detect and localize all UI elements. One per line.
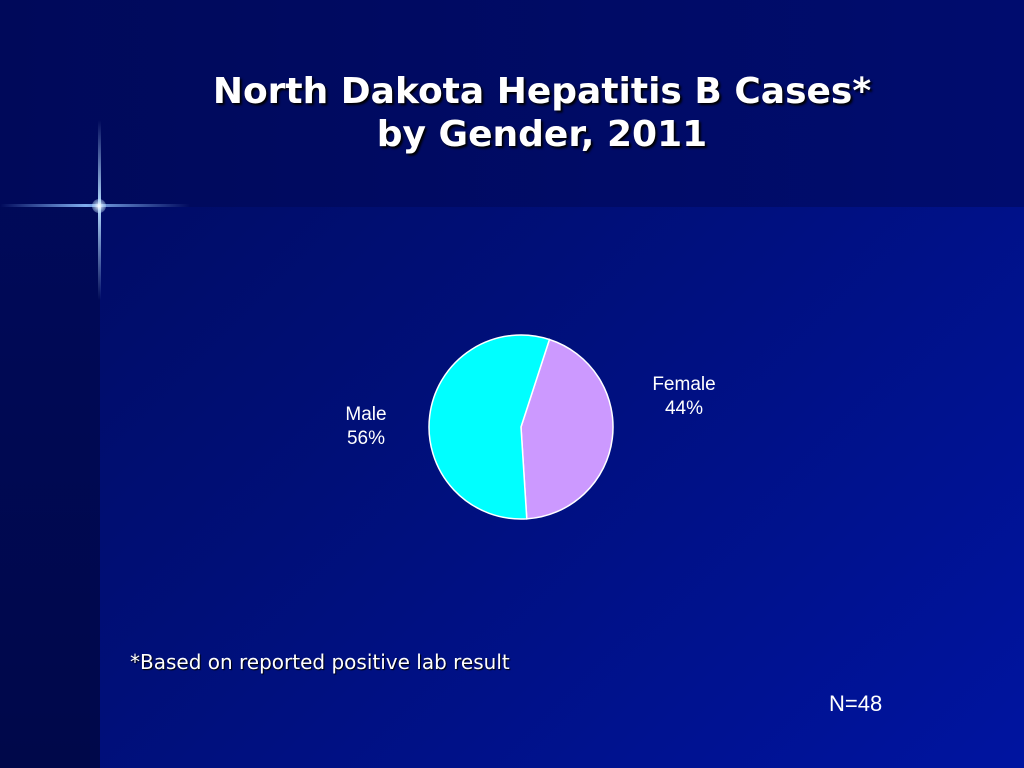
- pie-value-label-female: 44%: [665, 398, 703, 419]
- pie-slice-male: [428, 334, 551, 520]
- pie-label-male: Male: [345, 404, 386, 425]
- slide-title: North Dakota Hepatitis B Cases* by Gende…: [100, 70, 984, 156]
- star-flare-core: [92, 199, 106, 213]
- footnote: *Based on reported positive lab result: [130, 650, 510, 674]
- pie-slice-female: [520, 338, 614, 520]
- sample-size-label: N=48: [829, 691, 883, 716]
- pie-value-label-male: 56%: [347, 428, 385, 449]
- pie-label-female: Female: [652, 374, 715, 395]
- background-title-band: [0, 0, 1024, 207]
- slide-title-line2: by Gender, 2011: [376, 114, 708, 155]
- slide-title-line1: North Dakota Hepatitis B Cases*: [212, 71, 872, 112]
